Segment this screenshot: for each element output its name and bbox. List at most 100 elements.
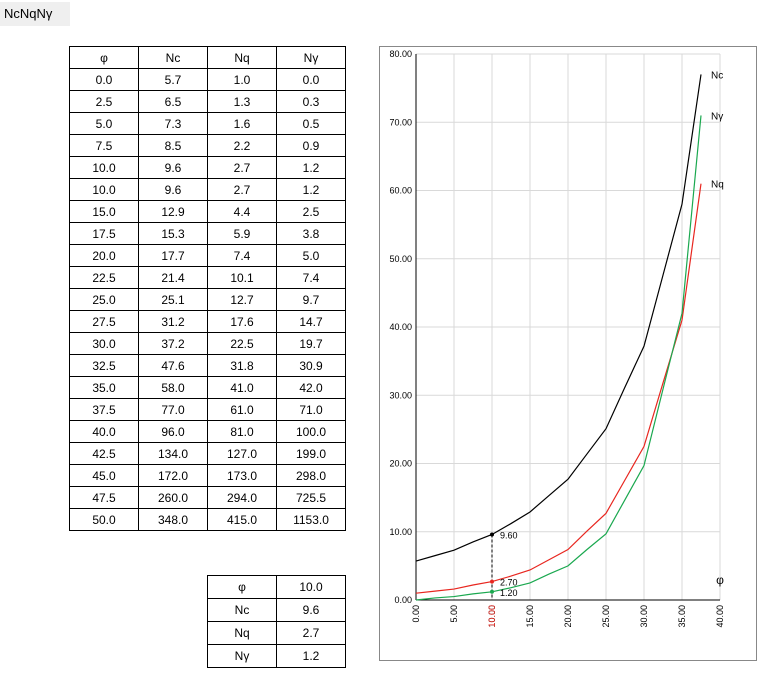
table-cell[interactable]: 9.7	[276, 288, 346, 311]
table-cell[interactable]: 20.0	[69, 244, 139, 267]
table-cell[interactable]: 50.0	[69, 508, 139, 531]
table-cell[interactable]: 5.0	[276, 244, 346, 267]
lookup-label: Nc	[207, 598, 277, 622]
table-cell[interactable]: 31.8	[207, 354, 277, 377]
table-cell[interactable]: 96.0	[138, 420, 208, 443]
table-cell[interactable]: 0.3	[276, 90, 346, 113]
table-cell[interactable]: 5.9	[207, 222, 277, 245]
table-cell[interactable]: 1.2	[276, 156, 346, 179]
table-cell[interactable]: 61.0	[207, 398, 277, 421]
table-cell[interactable]: 6.5	[138, 90, 208, 113]
lookup-value[interactable]: 2.7	[276, 621, 346, 645]
table-row: 35.0 58.0 41.0 42.0	[69, 376, 346, 399]
table-cell[interactable]: 35.0	[69, 376, 139, 399]
table-cell[interactable]: 37.2	[138, 332, 208, 355]
table-cell[interactable]: 0.0	[276, 68, 346, 91]
table-cell[interactable]: 12.9	[138, 200, 208, 223]
table-cell[interactable]: 17.6	[207, 310, 277, 333]
table-cell[interactable]: 22.5	[69, 266, 139, 289]
table-cell[interactable]: 19.7	[276, 332, 346, 355]
table-cell[interactable]: 77.0	[138, 398, 208, 421]
table-cell[interactable]: 298.0	[276, 464, 346, 487]
y-tick-label: 20.00	[389, 459, 412, 469]
table-cell[interactable]: 42.0	[276, 376, 346, 399]
table-cell[interactable]: 415.0	[207, 508, 277, 531]
table-cell[interactable]: 2.7	[207, 156, 277, 179]
table-cell[interactable]: 15.0	[69, 200, 139, 223]
table-cell[interactable]: 348.0	[138, 508, 208, 531]
table-cell[interactable]: 25.0	[69, 288, 139, 311]
table-cell[interactable]: 2.7	[207, 178, 277, 201]
table-cell[interactable]: 7.4	[207, 244, 277, 267]
table-cell[interactable]: 47.5	[69, 486, 139, 509]
table-cell[interactable]: 17.5	[69, 222, 139, 245]
column-header: Nc	[138, 46, 208, 69]
table-cell[interactable]: 27.5	[69, 310, 139, 333]
table-cell[interactable]: 4.4	[207, 200, 277, 223]
table-cell[interactable]: 134.0	[138, 442, 208, 465]
table-cell[interactable]: 37.5	[69, 398, 139, 421]
table-row: 47.5 260.0 294.0 725.5	[69, 486, 346, 509]
table-cell[interactable]: 45.0	[69, 464, 139, 487]
table-cell[interactable]: 14.7	[276, 310, 346, 333]
lookup-value[interactable]: 9.6	[276, 598, 346, 622]
table-cell[interactable]: 173.0	[207, 464, 277, 487]
table-cell[interactable]: 2.5	[276, 200, 346, 223]
table-cell[interactable]: 17.7	[138, 244, 208, 267]
table-cell[interactable]: 5.0	[69, 112, 139, 135]
table-cell[interactable]: 71.0	[276, 398, 346, 421]
table-cell[interactable]: 32.5	[69, 354, 139, 377]
table-cell[interactable]: 47.6	[138, 354, 208, 377]
table-cell[interactable]: 2.5	[69, 90, 139, 113]
table-cell[interactable]: 10.1	[207, 266, 277, 289]
table-cell[interactable]: 294.0	[207, 486, 277, 509]
table-cell[interactable]: 199.0	[276, 442, 346, 465]
table-cell[interactable]: 1.2	[276, 178, 346, 201]
table-cell[interactable]: 25.1	[138, 288, 208, 311]
x-tick-label: 35.00	[677, 605, 687, 628]
table-cell[interactable]: 21.4	[138, 266, 208, 289]
table-cell[interactable]: 172.0	[138, 464, 208, 487]
table-cell[interactable]: 2.2	[207, 134, 277, 157]
table-cell[interactable]: 260.0	[138, 486, 208, 509]
table-cell[interactable]: 725.5	[276, 486, 346, 509]
table-cell[interactable]: 30.0	[69, 332, 139, 355]
table-row: 32.5 47.6 31.8 30.9	[69, 354, 346, 377]
table-cell[interactable]: 31.2	[138, 310, 208, 333]
table-cell[interactable]: 0.5	[276, 112, 346, 135]
table-cell[interactable]: 10.0	[69, 178, 139, 201]
table-cell[interactable]: 22.5	[207, 332, 277, 355]
table-cell[interactable]: 127.0	[207, 442, 277, 465]
table-cell[interactable]: 7.4	[276, 266, 346, 289]
table-cell[interactable]: 0.0	[69, 68, 139, 91]
table-cell[interactable]: 58.0	[138, 376, 208, 399]
table-cell[interactable]: 3.8	[276, 222, 346, 245]
table-cell[interactable]: 81.0	[207, 420, 277, 443]
lookup-value[interactable]: 1.2	[276, 644, 346, 668]
column-header: φ	[69, 46, 139, 69]
table-cell[interactable]: 7.5	[69, 134, 139, 157]
table-cell[interactable]: 15.3	[138, 222, 208, 245]
lookup-value[interactable]: 10.0	[276, 575, 346, 599]
table-cell[interactable]: 42.5	[69, 442, 139, 465]
lookup-table: φ 10.0 Nc 9.6 Nq 2.7 Nγ 1.2	[207, 575, 346, 668]
lookup-row: φ 10.0	[207, 575, 346, 599]
table-cell[interactable]: 0.9	[276, 134, 346, 157]
table-cell[interactable]: 1.0	[207, 68, 277, 91]
table-cell[interactable]: 40.0	[69, 420, 139, 443]
table-cell[interactable]: 1.3	[207, 90, 277, 113]
table-cell[interactable]: 1.6	[207, 112, 277, 135]
table-header-row: φ Nc Nq Nγ	[69, 46, 346, 69]
table-cell[interactable]: 8.5	[138, 134, 208, 157]
table-cell[interactable]: 7.3	[138, 112, 208, 135]
table-cell[interactable]: 5.7	[138, 68, 208, 91]
table-cell[interactable]: 41.0	[207, 376, 277, 399]
marker-x-label: 10.00	[487, 605, 497, 628]
table-cell[interactable]: 9.6	[138, 156, 208, 179]
table-cell[interactable]: 100.0	[276, 420, 346, 443]
table-cell[interactable]: 9.6	[138, 178, 208, 201]
table-cell[interactable]: 30.9	[276, 354, 346, 377]
table-cell[interactable]: 10.0	[69, 156, 139, 179]
table-cell[interactable]: 12.7	[207, 288, 277, 311]
table-cell[interactable]: 1153.0	[276, 508, 346, 531]
